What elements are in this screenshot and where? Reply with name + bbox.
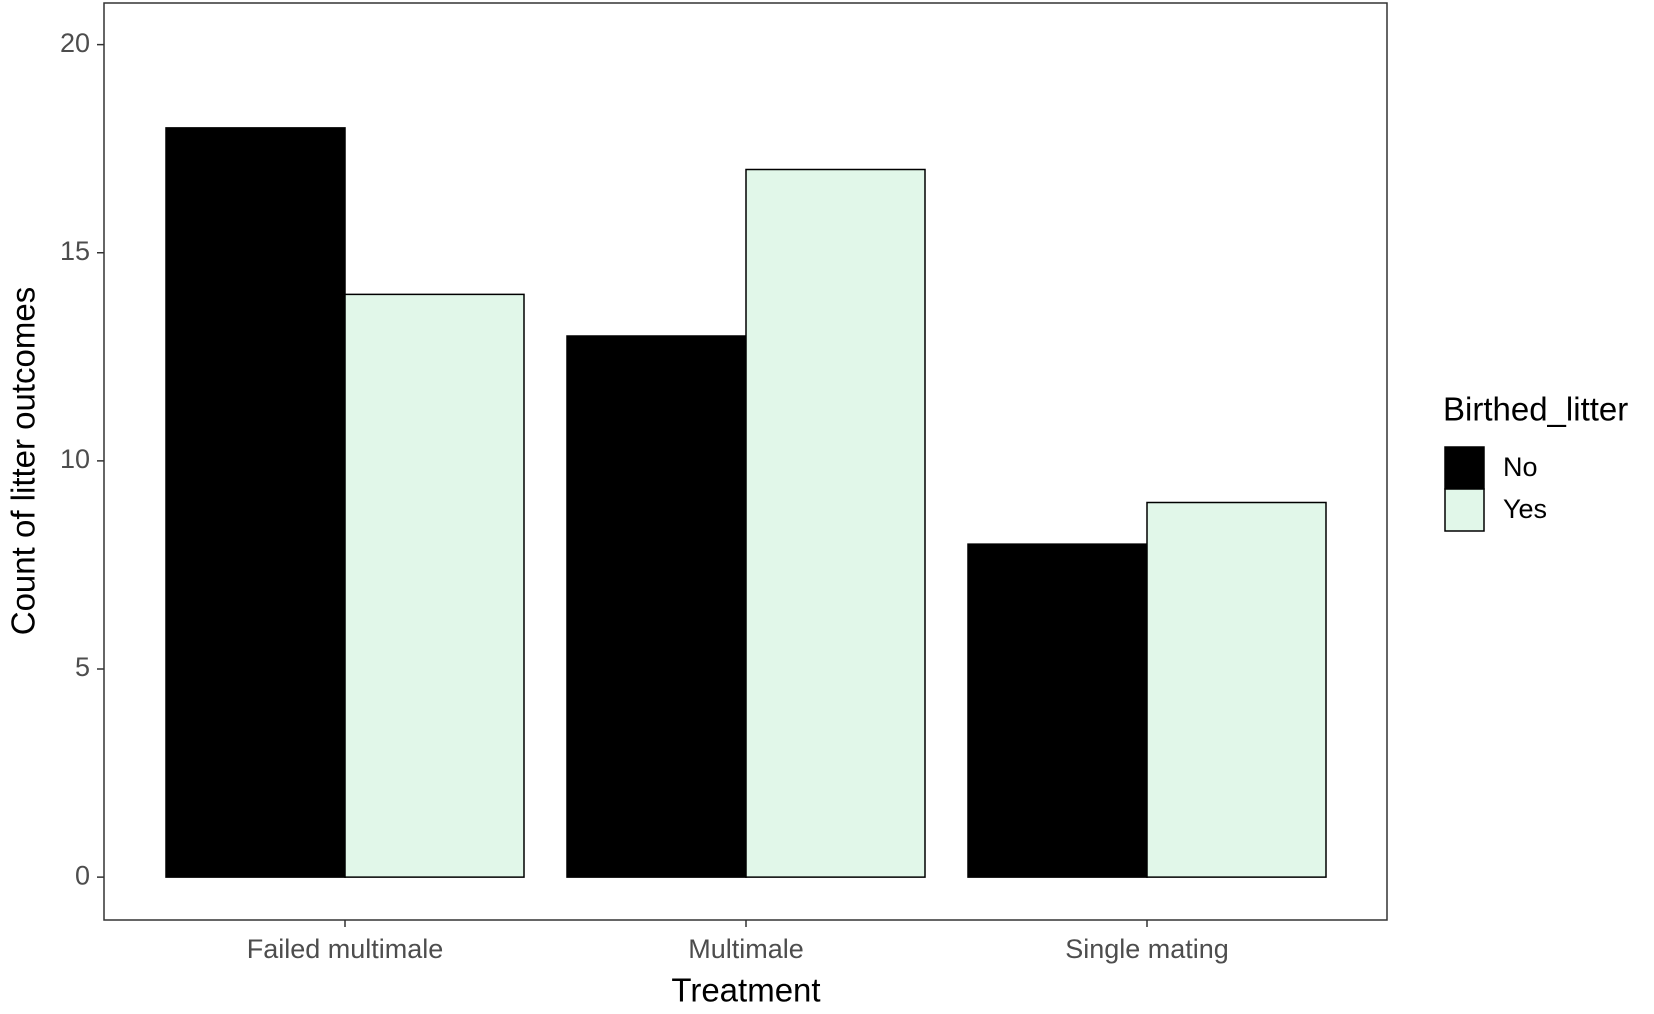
x-tick-label: Failed multimale [247, 934, 444, 964]
y-tick-label: 5 [75, 652, 90, 682]
legend-label: Yes [1503, 494, 1547, 524]
y-tick-label: 20 [60, 28, 90, 58]
bar [344, 293, 525, 878]
bar [165, 127, 346, 878]
legend-title: Birthed_litter [1443, 391, 1628, 428]
bar [745, 168, 926, 878]
y-axis-title: Count of litter outcomes [5, 287, 42, 636]
y-tick-label: 15 [60, 236, 90, 266]
legend-key [1444, 446, 1485, 490]
x-tick-label: Multimale [688, 934, 804, 964]
x-axis-title: Treatment [671, 972, 820, 1009]
y-tick-label: 0 [75, 860, 90, 890]
bar [566, 335, 747, 878]
legend-key [1444, 488, 1485, 532]
bar [967, 543, 1148, 878]
bar [1146, 501, 1327, 878]
y-tick-label: 10 [60, 444, 90, 474]
x-tick-label: Single mating [1065, 934, 1229, 964]
legend-label: No [1503, 452, 1538, 482]
